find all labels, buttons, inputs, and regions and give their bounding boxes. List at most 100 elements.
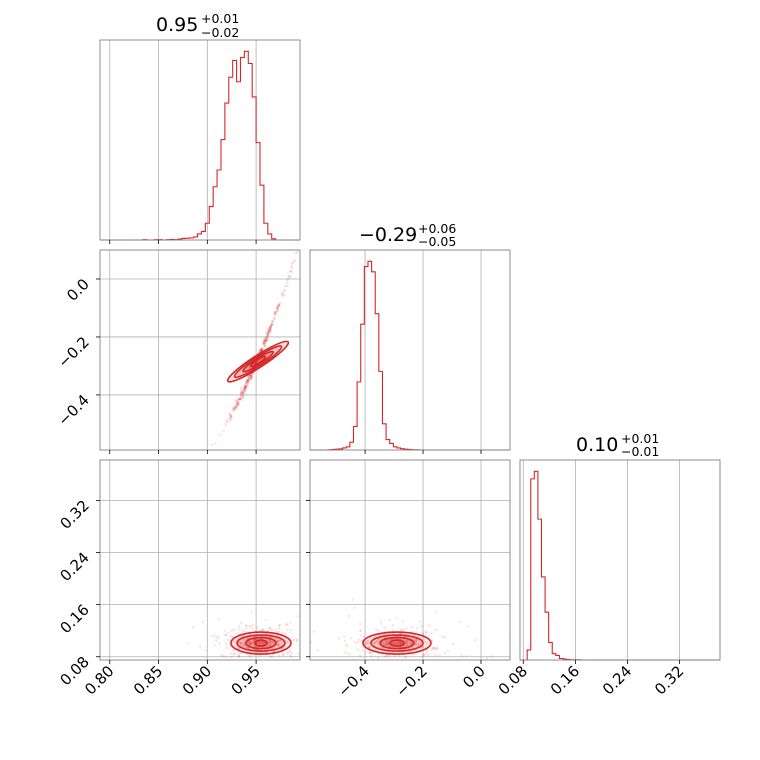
sample-point [249, 375, 252, 379]
sample-point [260, 348, 263, 351]
sample-point [269, 641, 272, 644]
sample-point [264, 338, 267, 341]
sample-point [490, 655, 493, 658]
sample-point [243, 385, 247, 389]
sample-point [260, 348, 263, 351]
sample-point [368, 646, 371, 649]
sample-point [443, 652, 447, 655]
sample-point [239, 651, 243, 655]
panel-p3-hist [309, 249, 511, 451]
sample-point [273, 312, 277, 315]
sample-point [278, 304, 281, 307]
sample-point [264, 335, 268, 339]
contour-line [233, 345, 283, 379]
sample-point [259, 640, 263, 644]
sample-point [238, 397, 242, 401]
sample-point [263, 641, 266, 645]
sample-point [276, 639, 280, 643]
sample-point [268, 328, 272, 332]
sample-point [287, 650, 290, 653]
sample-point [403, 639, 406, 642]
sample-point [247, 377, 250, 380]
sample-point [224, 634, 227, 637]
sample-point [248, 377, 251, 380]
sample-point [186, 642, 189, 645]
sample-point [295, 638, 299, 641]
sample-point [356, 648, 360, 651]
sample-point [384, 639, 388, 642]
sample-point [245, 379, 249, 383]
sample-point [383, 643, 387, 647]
sample-point [248, 641, 252, 644]
sample-point [243, 383, 246, 387]
sample-point [258, 654, 262, 657]
sample-point [242, 638, 246, 642]
sample-point [276, 307, 279, 310]
sample-point [243, 386, 247, 390]
sample-point [222, 655, 225, 658]
sample-point [279, 639, 282, 643]
sample-point [249, 374, 253, 377]
sample-point [269, 328, 272, 331]
sample-point [220, 654, 224, 657]
sample-point [286, 652, 290, 655]
sample-point [277, 639, 280, 642]
sample-point [275, 309, 278, 313]
sample-point [283, 294, 286, 297]
sample-point [247, 380, 250, 383]
sample-point [262, 342, 265, 345]
sample-point [233, 405, 237, 408]
sample-point [269, 643, 272, 646]
sample-point [276, 306, 279, 309]
sample-point [467, 624, 470, 628]
sample-point [270, 323, 274, 326]
sample-point [250, 374, 253, 378]
sample-point [239, 391, 243, 395]
axes-frame [99, 249, 301, 451]
sample-point [245, 624, 248, 627]
sample-point [244, 385, 247, 389]
sample-point [236, 403, 239, 406]
sample-point [373, 641, 376, 644]
sample-point [270, 640, 273, 644]
sample-point [248, 643, 252, 647]
sample-point [414, 639, 417, 643]
sample-point [373, 642, 376, 645]
sample-point [244, 624, 248, 627]
sample-point [428, 624, 431, 627]
sample-point [286, 623, 289, 627]
sample-point [248, 374, 252, 377]
sample-point [234, 406, 237, 410]
sample-point [237, 397, 241, 400]
sample-point [267, 330, 271, 333]
sample-point [391, 651, 394, 654]
sample-point [251, 640, 254, 644]
sample-point [228, 412, 231, 416]
sample-point [267, 330, 270, 333]
sample-point [368, 651, 372, 655]
sample-point [248, 655, 252, 658]
sample-point [243, 643, 246, 646]
sample-point [247, 384, 250, 387]
sample-point [250, 642, 253, 646]
sample-point [232, 652, 235, 656]
sample-point [243, 384, 247, 388]
sample-point [243, 389, 247, 392]
sample-point [234, 406, 238, 409]
sample-point [224, 423, 227, 427]
sample-point [239, 386, 243, 390]
sample-point [382, 641, 385, 644]
sample-point [414, 641, 418, 644]
sample-point [367, 642, 370, 646]
sample-point [261, 346, 264, 349]
sample-point [239, 641, 243, 645]
sample-point [217, 635, 220, 638]
y-tick-label: 0.16 [56, 601, 92, 637]
sample-point [388, 618, 391, 622]
sample-point [295, 639, 299, 642]
sample-point [420, 625, 423, 628]
sample-point [237, 398, 241, 401]
sample-point [386, 638, 390, 642]
sample-point [263, 641, 266, 645]
sample-point [227, 420, 230, 424]
